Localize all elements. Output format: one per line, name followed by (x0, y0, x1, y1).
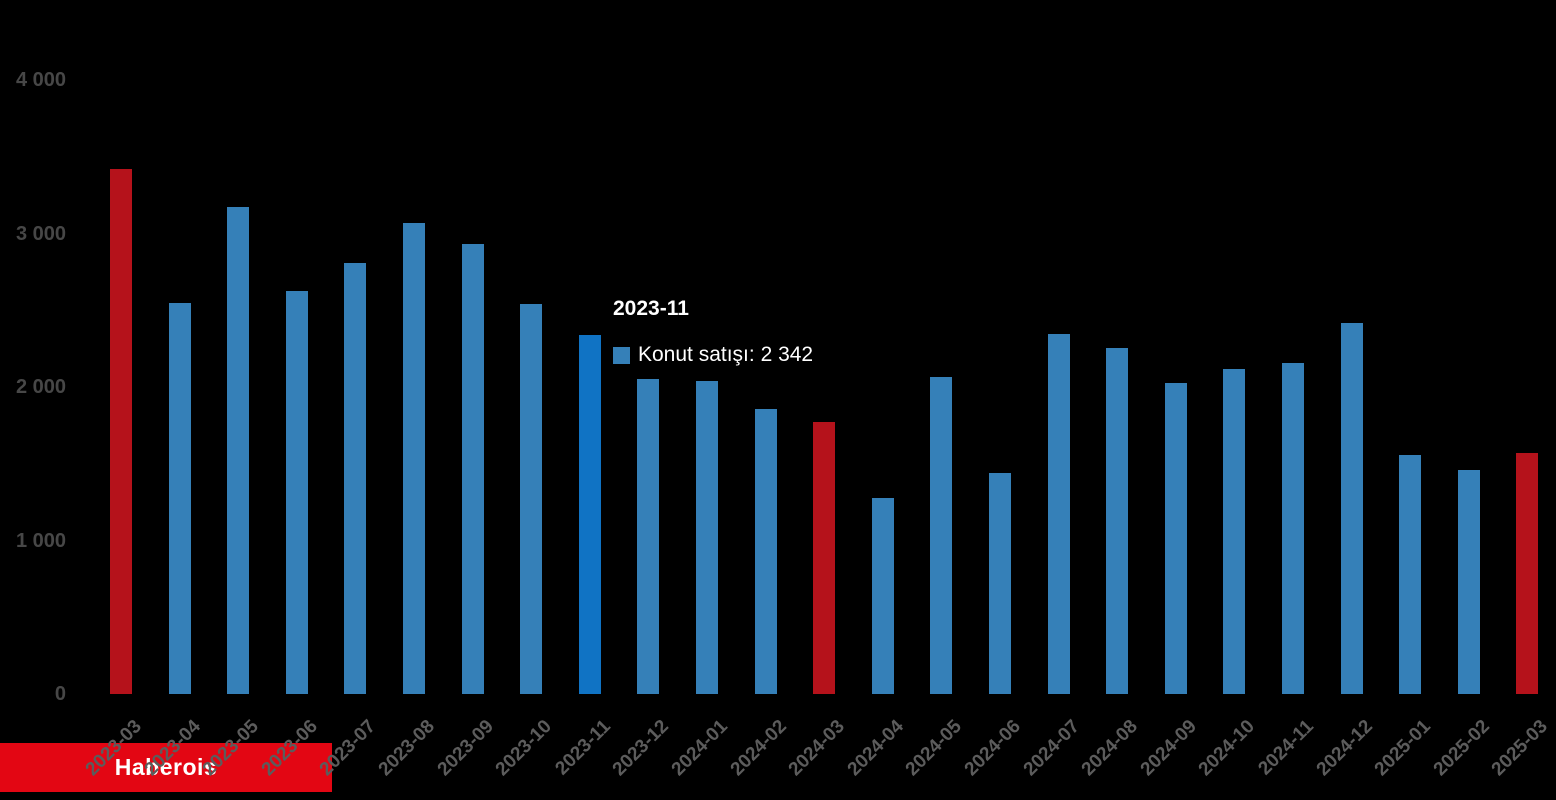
bar-2023-05[interactable] (227, 206, 250, 694)
y-tick-label: 4 000 (15, 69, 66, 91)
bar-2023-10[interactable] (520, 304, 543, 694)
bar-2024-02[interactable] (754, 409, 777, 694)
bar-2025-03[interactable] (1516, 453, 1539, 694)
bar-2023-04[interactable] (168, 303, 191, 694)
bar-2024-05[interactable] (930, 377, 953, 694)
bar-2024-07[interactable] (1047, 334, 1070, 694)
series-swatch-icon (613, 346, 630, 364)
bar-2024-12[interactable] (1340, 322, 1363, 694)
bar-2023-06[interactable] (285, 291, 308, 694)
bar-2023-09[interactable] (461, 244, 484, 694)
y-tick-label: 1 000 (15, 529, 66, 552)
bar-2023-07[interactable] (344, 263, 367, 694)
bar-2025-01[interactable] (1399, 454, 1422, 694)
y-tick-label: 0 (54, 683, 66, 705)
bar-2024-09[interactable] (1164, 383, 1187, 694)
bar-2023-08[interactable] (403, 222, 425, 694)
haberois-watermark: Haberois (0, 743, 332, 792)
bar-2024-01[interactable] (696, 380, 718, 694)
tooltip-value: Konut satışı: 2 342 (638, 343, 814, 366)
bar-2023-03[interactable] (110, 169, 132, 694)
tooltip-category: 2023-11 (613, 297, 689, 320)
bar-2024-08[interactable] (1106, 347, 1129, 694)
bar-2025-02[interactable] (1457, 469, 1480, 694)
bar-2023-12[interactable] (637, 379, 660, 694)
tooltip-series-row: Konut satışı: 2 342 (613, 343, 813, 367)
y-tick-label: 3 000 (15, 222, 66, 245)
bar-2024-11[interactable] (1282, 363, 1304, 694)
bar-2024-10[interactable] (1223, 369, 1246, 694)
chart-tooltip: 2023-11 Konut satışı: 2 342 (613, 297, 813, 367)
bar-2024-04[interactable] (871, 497, 894, 694)
bar-2024-03[interactable] (813, 422, 836, 694)
watermark-label: Haberois (114, 754, 218, 780)
bar-2024-06[interactable] (989, 472, 1011, 694)
bar-2023-11[interactable] (578, 334, 601, 694)
y-tick-label: 2 000 (15, 376, 66, 398)
